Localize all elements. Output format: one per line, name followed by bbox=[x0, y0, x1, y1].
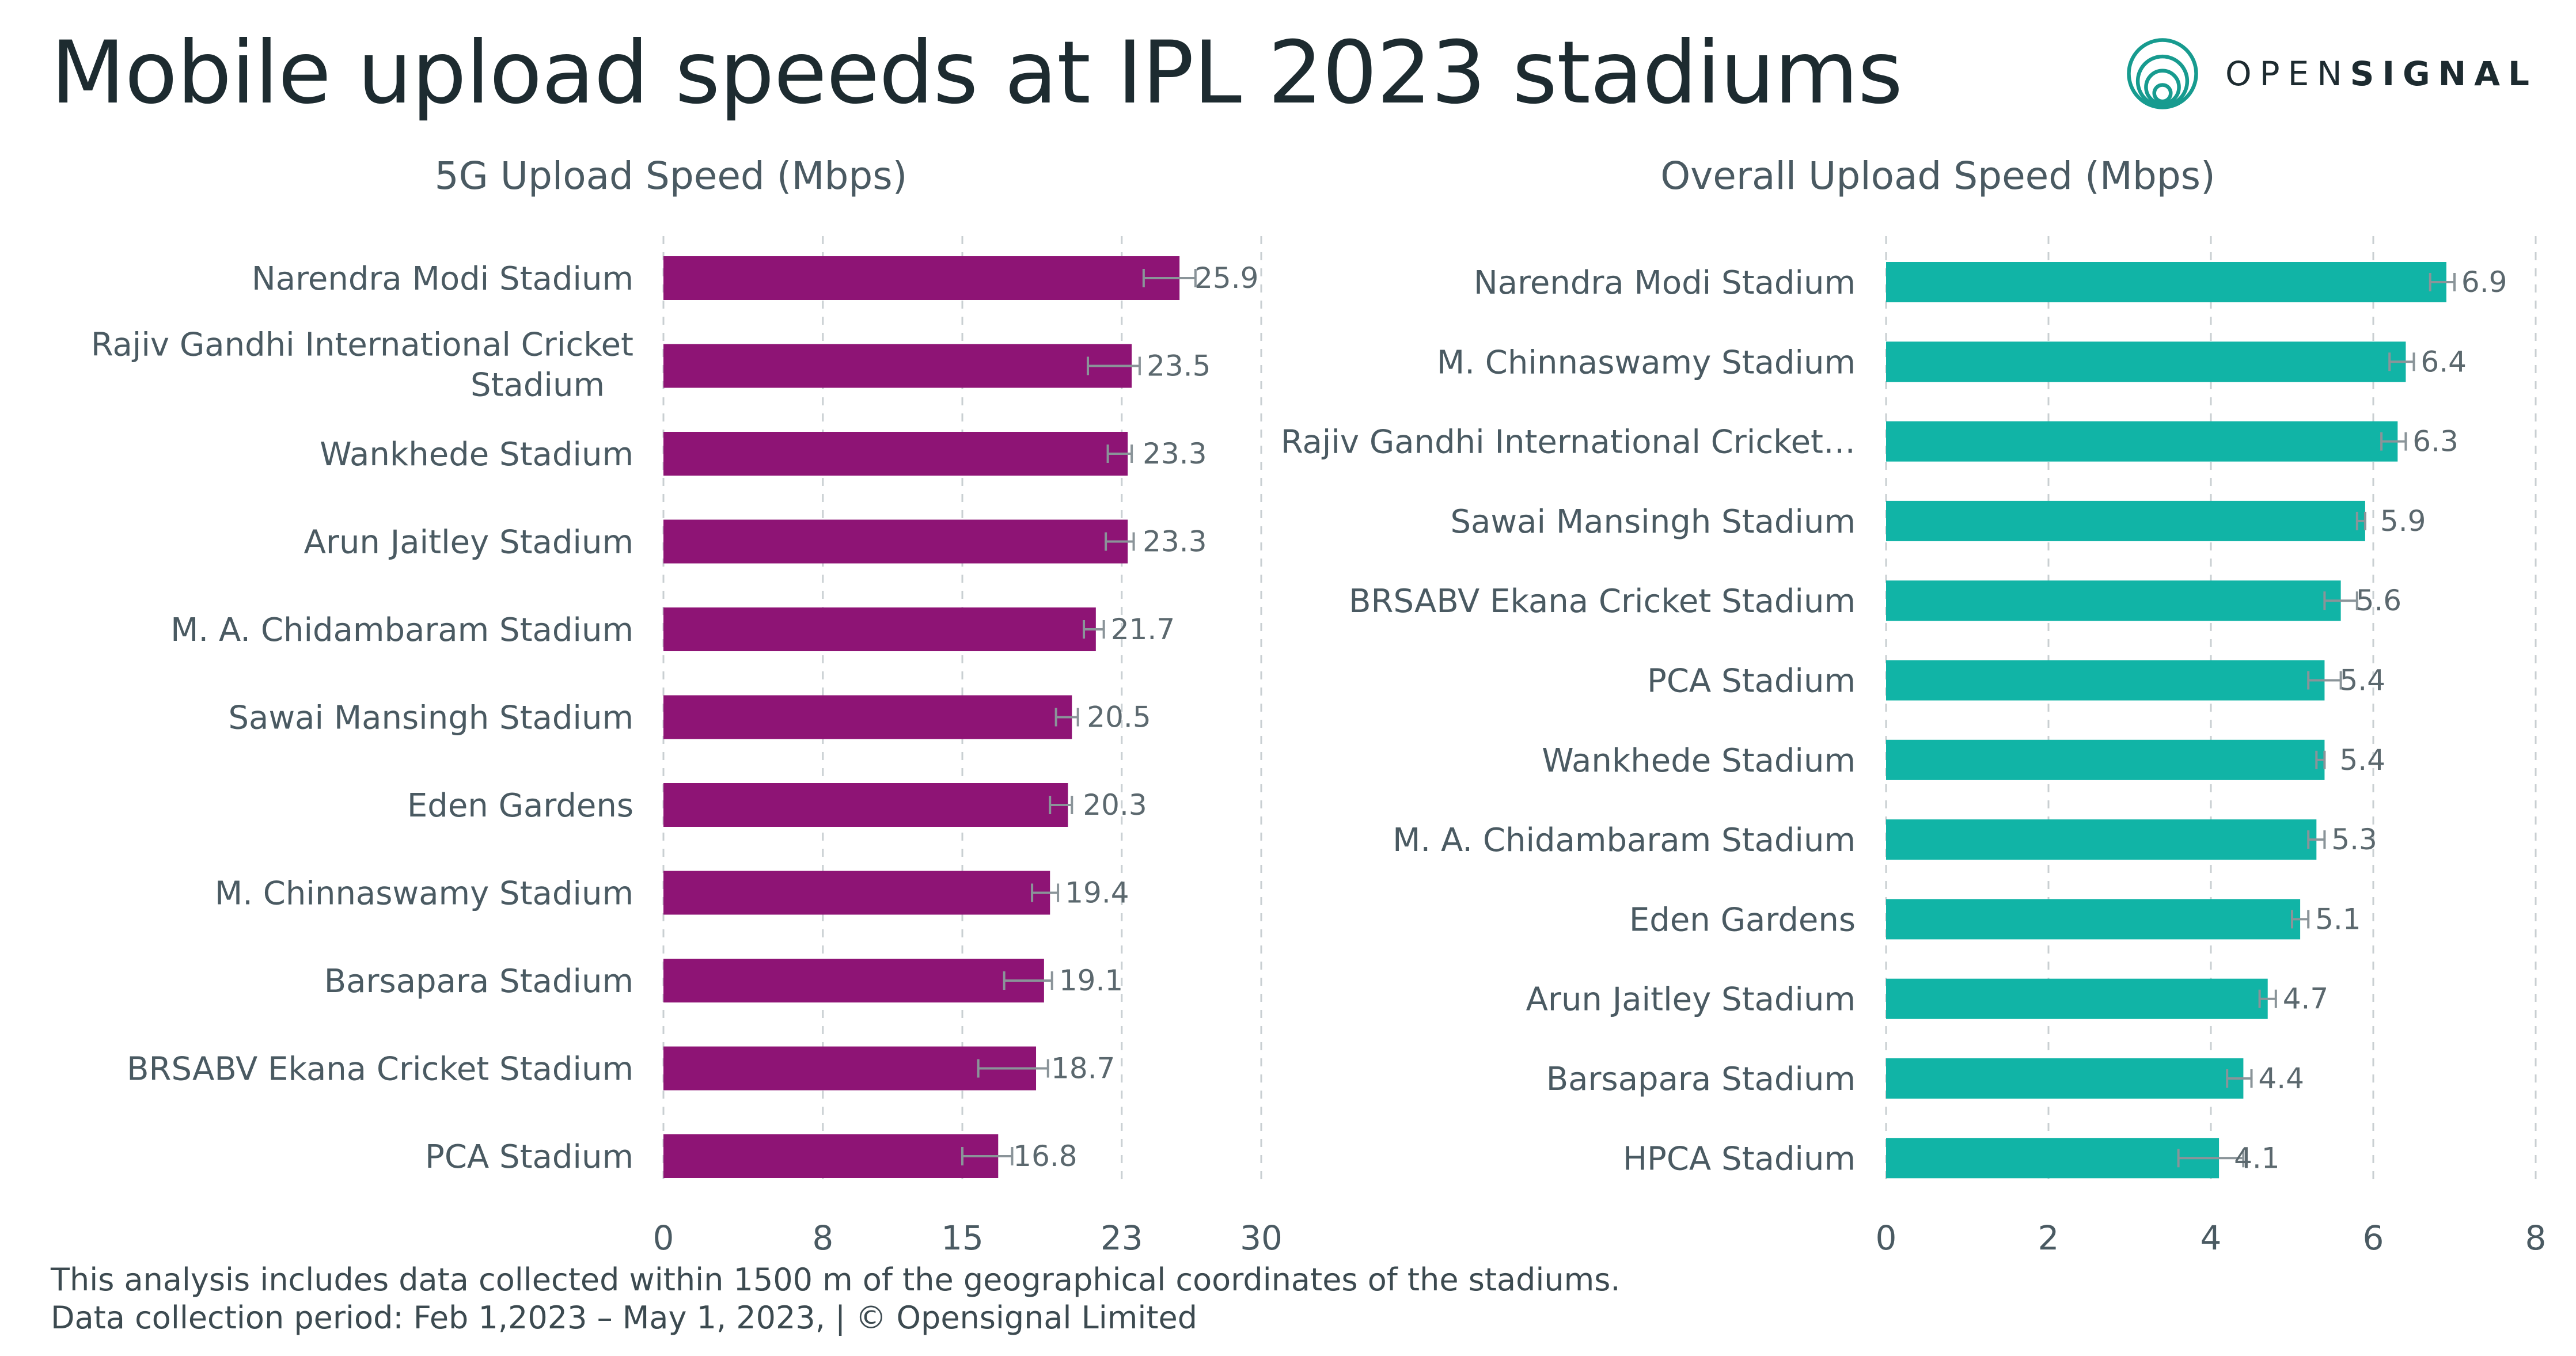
chart2-x-tick-label: 6 bbox=[2363, 1218, 2384, 1258]
chart1-x-tick-label: 0 bbox=[653, 1218, 674, 1258]
chart2-bar bbox=[1886, 1138, 2220, 1179]
chart2-value-label: 4.4 bbox=[2258, 1062, 2304, 1095]
chart2-bar bbox=[1886, 580, 2341, 621]
chart2-category-label: HPCA Stadium bbox=[1623, 1140, 1856, 1178]
chart1-value-label: 25.9 bbox=[1194, 261, 1258, 295]
chart1-bar bbox=[663, 1134, 999, 1178]
chart2-category-label: Rajiv Gandhi International Cricket… bbox=[1281, 424, 1856, 461]
chart1-value-label: 19.4 bbox=[1065, 876, 1129, 910]
footer-note-methodology: This analysis includes data collected wi… bbox=[51, 1262, 1621, 1298]
chart1-bar bbox=[663, 256, 1180, 300]
chart1-category-label: Narendra Modi Stadium bbox=[252, 260, 633, 298]
chart2-category-label: PCA Stadium bbox=[1647, 663, 1856, 700]
chart1-value-label: 19.1 bbox=[1059, 964, 1123, 997]
chart1-category-label: Eden Gardens bbox=[407, 787, 633, 825]
page-title: Mobile upload speeds at IPL 2023 stadium… bbox=[51, 23, 1903, 123]
chart2-category-label: M. A. Chidambaram Stadium bbox=[1393, 822, 1856, 859]
chart1-value-label: 21.7 bbox=[1111, 613, 1175, 646]
chart2-value-label: 6.9 bbox=[2461, 265, 2507, 299]
chart2-bar bbox=[1886, 978, 2268, 1019]
chart1-value-label: 23.5 bbox=[1147, 350, 1211, 383]
chart2-bar bbox=[1886, 421, 2398, 462]
chart2-value-label: 5.4 bbox=[2339, 664, 2385, 697]
chart1-bar bbox=[663, 959, 1044, 1002]
chart2-bar bbox=[1886, 899, 2301, 940]
chart1-category-label: Arun Jaitley Stadium bbox=[304, 524, 633, 561]
chart2-x-tick-label: 8 bbox=[2525, 1218, 2547, 1258]
chart1-title: 5G Upload Speed (Mbps) bbox=[435, 154, 908, 198]
chart2-x-tick-label: 4 bbox=[2201, 1218, 2222, 1258]
chart2-value-label: 4.7 bbox=[2283, 982, 2329, 1016]
chart1-bar bbox=[663, 344, 1132, 388]
chart2-value-label: 4.1 bbox=[2234, 1141, 2280, 1175]
chart1-bar bbox=[663, 432, 1128, 476]
chart2-bar bbox=[1886, 660, 2325, 701]
chart2-value-label: 5.4 bbox=[2339, 743, 2385, 777]
brand-wordmark: OPENSIGNAL bbox=[2225, 54, 2537, 93]
chart1-category-label: Sawai Mansingh Stadium bbox=[229, 700, 634, 737]
chart2-category-label: BRSABV Ekana Cricket Stadium bbox=[1349, 583, 1856, 620]
footer-notes: This analysis includes data collected wi… bbox=[51, 1261, 1621, 1337]
chart2-x-tick-label: 0 bbox=[1876, 1218, 1897, 1258]
chart2-value-label: 6.4 bbox=[2421, 345, 2467, 378]
chart2-category-label: Sawai Mansingh Stadium bbox=[1451, 503, 1856, 541]
chart2-bar bbox=[1886, 262, 2446, 302]
brand-text-bold: SIGNAL bbox=[2350, 54, 2538, 93]
chart2-bar bbox=[1886, 1058, 2244, 1099]
chart1-bar bbox=[663, 1046, 1037, 1091]
chart1-category-label-line2: Stadium bbox=[471, 367, 605, 404]
chart1-value-label: 20.5 bbox=[1087, 701, 1151, 734]
brand-text-light: OPEN bbox=[2225, 54, 2350, 93]
brand-logo: OPENSIGNAL bbox=[2125, 33, 2537, 114]
chart2-value-label: 5.1 bbox=[2315, 902, 2361, 936]
chart2-value-label: 6.3 bbox=[2412, 425, 2459, 458]
chart2-bar bbox=[1886, 341, 2406, 382]
chart2-category-label: Arun Jaitley Stadium bbox=[1526, 981, 1856, 1019]
chart1-category-label: M. A. Chidambaram Stadium bbox=[170, 611, 633, 649]
chart1-bar bbox=[663, 871, 1050, 915]
chart2-category-label: M. Chinnaswamy Stadium bbox=[1437, 344, 1856, 381]
chart1-bar bbox=[663, 695, 1072, 739]
chart1-value-label: 20.3 bbox=[1083, 788, 1147, 822]
chart1-value-label: 23.3 bbox=[1143, 437, 1207, 470]
chart1-bar bbox=[663, 607, 1096, 651]
chart1-category-label: BRSABV Ekana Cricket Stadium bbox=[127, 1051, 633, 1088]
chart2-title: Overall Upload Speed (Mbps) bbox=[1660, 154, 2215, 198]
chart2-bar bbox=[1886, 739, 2325, 780]
chart1-x-tick-label: 23 bbox=[1101, 1218, 1143, 1258]
chart1-value-label: 16.8 bbox=[1013, 1140, 1077, 1173]
chart1-bar bbox=[663, 783, 1068, 827]
chart1-x-tick-label: 8 bbox=[812, 1218, 833, 1258]
chart2-value-label: 5.9 bbox=[2380, 504, 2426, 538]
chart2-bar bbox=[1886, 819, 2317, 860]
chart1-category-label: Barsapara Stadium bbox=[324, 963, 633, 1000]
opensignal-logo-icon bbox=[2127, 38, 2198, 109]
chart1-category-label: Rajiv Gandhi International Cricket bbox=[91, 326, 633, 364]
chart1-bar bbox=[663, 519, 1128, 564]
footer-note-period: Data collection period: Feb 1,2023 – May… bbox=[51, 1300, 1198, 1336]
chart2-bar bbox=[1886, 500, 2365, 541]
chart2-category-label: Narendra Modi Stadium bbox=[1474, 264, 1856, 302]
chart2-category-label: Eden Gardens bbox=[1629, 901, 1856, 939]
chart1-category-label: M. Chinnaswamy Stadium bbox=[215, 875, 633, 913]
chart1-category-label: Wankhede Stadium bbox=[320, 436, 633, 473]
chart2-category-label: Barsapara Stadium bbox=[1546, 1061, 1856, 1098]
chart1-category-label: PCA Stadium bbox=[425, 1138, 633, 1176]
chart1-x-tick-label: 30 bbox=[1240, 1218, 1283, 1258]
chart2-category-label: Wankhede Stadium bbox=[1542, 742, 1856, 780]
chart2-x-tick-label: 2 bbox=[2038, 1218, 2059, 1258]
chart1-x-tick-label: 15 bbox=[941, 1218, 984, 1258]
chart1-value-label: 18.7 bbox=[1051, 1052, 1115, 1085]
chart2-value-label: 5.3 bbox=[2331, 823, 2377, 856]
chart1-value-label: 23.3 bbox=[1143, 525, 1207, 559]
chart2-value-label: 5.6 bbox=[2356, 584, 2402, 617]
